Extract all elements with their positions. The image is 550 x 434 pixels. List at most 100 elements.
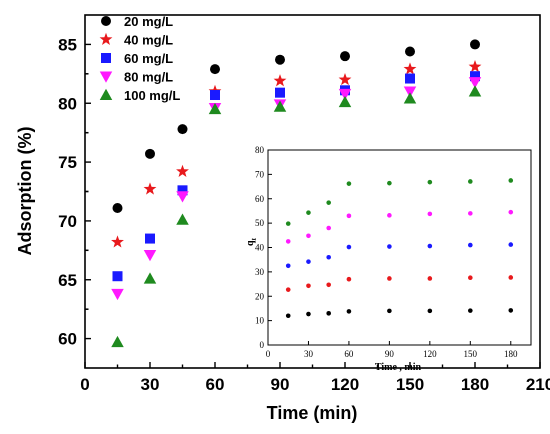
inset-data-point xyxy=(387,276,392,281)
inset-data-point xyxy=(306,233,311,239)
inset-data-point xyxy=(468,242,473,248)
data-point xyxy=(143,182,157,195)
inset-data-point xyxy=(326,225,331,231)
inset-data-point xyxy=(346,181,352,186)
inset-y-tick-label: 40 xyxy=(255,243,265,253)
inset-x-tick-label: 30 xyxy=(304,349,314,359)
inset-data-point xyxy=(346,309,352,314)
data-point xyxy=(403,62,417,75)
x-tick-label: 60 xyxy=(206,375,225,394)
x-tick-label: 210 xyxy=(526,375,550,394)
inset-data-point xyxy=(387,213,392,218)
inset-data-point xyxy=(285,313,291,319)
data-point xyxy=(405,46,415,57)
inset-data-point xyxy=(306,283,311,289)
inset-y-tick-label: 80 xyxy=(255,145,265,155)
inset-data-point xyxy=(285,287,291,292)
inset-data-point xyxy=(508,242,514,247)
main-data-points xyxy=(111,39,482,348)
data-point xyxy=(338,72,352,86)
data-point xyxy=(338,95,352,108)
data-point xyxy=(176,191,189,203)
legend-marker xyxy=(99,88,113,100)
data-point xyxy=(470,39,480,50)
inset-data-point xyxy=(326,311,331,316)
inset-x-tick-label: 90 xyxy=(385,349,395,359)
inset-data-point xyxy=(508,308,514,313)
inset-axis-ticks: 0 30 60 90 120 150 180 0 10 20 30 40 50 60 70 80 xyxy=(255,145,518,359)
data-point xyxy=(145,148,155,159)
y-tick-label: 70 xyxy=(58,212,77,231)
inset-data-point xyxy=(387,180,392,186)
inset-x-tick-label: 120 xyxy=(423,349,437,359)
inset-data-point xyxy=(306,210,311,215)
y-tick-label: 75 xyxy=(58,153,77,172)
legend-marker xyxy=(101,53,111,63)
data-point xyxy=(210,64,220,75)
inset-y-axis-title: qt xyxy=(245,237,258,246)
inset-x-tick-label: 180 xyxy=(504,349,518,359)
inset-x-axis-title: Time , min xyxy=(375,362,422,373)
legend-label: 80 mg/L xyxy=(124,70,173,85)
data-point xyxy=(177,124,188,135)
data-point xyxy=(111,235,124,248)
legend-marker xyxy=(99,71,113,83)
y-tick-label: 85 xyxy=(58,35,77,54)
data-point xyxy=(338,88,352,101)
inset-data-point xyxy=(427,276,433,281)
data-point xyxy=(403,92,417,104)
inset-data-point xyxy=(468,179,473,184)
data-point xyxy=(340,51,350,62)
inset-data-point xyxy=(387,308,392,314)
data-point xyxy=(275,87,285,98)
data-point xyxy=(403,86,417,98)
data-point xyxy=(145,233,155,244)
inset-data-point xyxy=(285,221,291,226)
inset-data-point xyxy=(508,209,514,215)
x-tick-label: 0 xyxy=(80,375,89,394)
legend-marker xyxy=(99,32,113,45)
inset-data-point xyxy=(427,243,433,249)
inset-data-points xyxy=(285,178,514,319)
inset-data-point xyxy=(306,259,311,264)
x-tick-label: 180 xyxy=(461,375,489,394)
inset-data-point xyxy=(508,178,514,183)
inset-y-tick-label: 30 xyxy=(255,267,265,277)
main-y-axis-title: Adsorption (%) xyxy=(15,127,35,256)
y-tick-label: 80 xyxy=(58,94,77,113)
data-point xyxy=(275,54,285,65)
data-point xyxy=(143,250,157,262)
data-point xyxy=(177,185,188,196)
inset-data-point xyxy=(346,244,352,250)
inset-y-tick-label: 20 xyxy=(255,291,265,301)
y-tick-label: 60 xyxy=(58,330,77,349)
data-point xyxy=(111,288,124,301)
inset-data-point xyxy=(326,282,331,288)
main-x-axis-title: Time (min) xyxy=(267,403,358,423)
data-point xyxy=(468,77,482,89)
data-point xyxy=(112,202,123,213)
legend-label: 60 mg/L xyxy=(124,51,173,66)
inset-data-point xyxy=(326,254,331,260)
x-tick-label: 90 xyxy=(271,375,290,394)
inset-data-point xyxy=(468,211,473,216)
inset-data-point xyxy=(346,276,352,282)
inset-data-point xyxy=(285,263,291,269)
inset-data-point xyxy=(427,308,433,314)
data-point xyxy=(176,213,189,225)
data-point xyxy=(210,90,220,101)
inset-y-tick-label: 60 xyxy=(255,194,265,204)
data-point xyxy=(468,60,482,73)
inset-y-axis-title-main: q xyxy=(245,240,256,246)
inset-data-point xyxy=(306,311,311,317)
inset-y-tick-label: 0 xyxy=(260,340,265,350)
data-point xyxy=(273,74,287,87)
x-tick-label: 150 xyxy=(396,375,424,394)
inset-y-tick-label: 10 xyxy=(255,316,265,326)
legend-label: 20 mg/L xyxy=(124,14,173,29)
inset-data-point xyxy=(468,308,473,313)
inset-y-axis-title-subscript: t xyxy=(250,237,258,240)
data-point xyxy=(468,85,482,97)
legend: 20 mg/L 40 mg/L 60 mg/L 80 mg/L 100 mg/L xyxy=(99,14,180,103)
